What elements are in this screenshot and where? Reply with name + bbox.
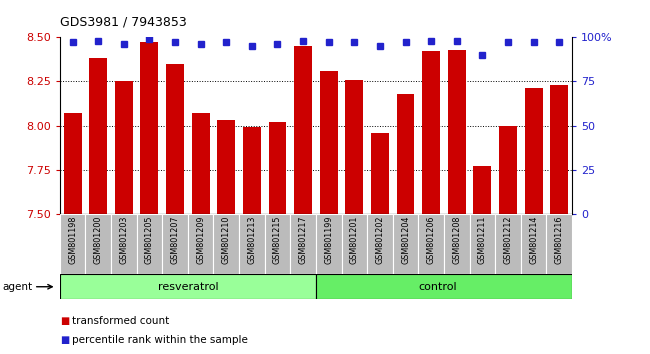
- Text: GSM801212: GSM801212: [504, 216, 512, 264]
- Text: GSM801210: GSM801210: [222, 216, 231, 264]
- Bar: [188, 214, 213, 274]
- Bar: [60, 214, 85, 274]
- Bar: [469, 214, 495, 274]
- Bar: [166, 64, 184, 214]
- Bar: [444, 214, 469, 274]
- Bar: [243, 127, 261, 214]
- Text: ■: ■: [60, 316, 69, 326]
- Text: GSM801204: GSM801204: [401, 216, 410, 264]
- Text: GSM801203: GSM801203: [120, 216, 128, 264]
- Text: GDS3981 / 7943853: GDS3981 / 7943853: [60, 16, 187, 29]
- Text: GSM801199: GSM801199: [324, 216, 333, 264]
- Text: GSM801208: GSM801208: [452, 216, 462, 264]
- Bar: [499, 126, 517, 214]
- Bar: [115, 81, 133, 214]
- Bar: [419, 214, 444, 274]
- Text: agent: agent: [2, 282, 32, 292]
- Text: resveratrol: resveratrol: [157, 282, 218, 292]
- Bar: [217, 120, 235, 214]
- Bar: [136, 214, 162, 274]
- Text: GSM801217: GSM801217: [298, 216, 307, 264]
- Bar: [89, 58, 107, 214]
- Text: transformed count: transformed count: [72, 316, 169, 326]
- Bar: [473, 166, 491, 214]
- Text: GSM801206: GSM801206: [426, 216, 436, 264]
- Bar: [316, 214, 341, 274]
- Bar: [341, 214, 367, 274]
- Bar: [192, 113, 209, 214]
- Bar: [422, 51, 440, 214]
- Text: GSM801205: GSM801205: [145, 216, 154, 264]
- Bar: [291, 214, 316, 274]
- Bar: [345, 80, 363, 214]
- Bar: [525, 88, 543, 214]
- Text: GSM801214: GSM801214: [529, 216, 538, 264]
- Text: GSM801209: GSM801209: [196, 216, 205, 264]
- Bar: [239, 214, 265, 274]
- Bar: [60, 274, 316, 299]
- Bar: [393, 214, 419, 274]
- Bar: [320, 71, 337, 214]
- Text: ■: ■: [60, 335, 69, 345]
- Bar: [85, 214, 111, 274]
- Bar: [213, 214, 239, 274]
- Bar: [495, 214, 521, 274]
- Bar: [268, 122, 287, 214]
- Bar: [521, 214, 547, 274]
- Text: GSM801215: GSM801215: [273, 216, 282, 264]
- Bar: [551, 85, 568, 214]
- Bar: [367, 214, 393, 274]
- Bar: [140, 42, 159, 214]
- Bar: [64, 113, 81, 214]
- Text: percentile rank within the sample: percentile rank within the sample: [72, 335, 248, 345]
- Text: GSM801216: GSM801216: [554, 216, 564, 264]
- Bar: [111, 214, 136, 274]
- Text: GSM801198: GSM801198: [68, 216, 77, 264]
- Bar: [396, 94, 415, 214]
- Bar: [371, 133, 389, 214]
- Text: GSM801201: GSM801201: [350, 216, 359, 264]
- Text: control: control: [418, 282, 457, 292]
- Text: GSM801207: GSM801207: [170, 216, 179, 264]
- Text: GSM801213: GSM801213: [248, 216, 256, 264]
- Bar: [162, 214, 188, 274]
- Text: GSM801202: GSM801202: [376, 216, 384, 264]
- Bar: [448, 50, 465, 214]
- Bar: [265, 214, 291, 274]
- Bar: [316, 274, 572, 299]
- Bar: [294, 46, 312, 214]
- Text: GSM801211: GSM801211: [478, 216, 487, 264]
- Bar: [547, 214, 572, 274]
- Text: GSM801200: GSM801200: [94, 216, 103, 264]
